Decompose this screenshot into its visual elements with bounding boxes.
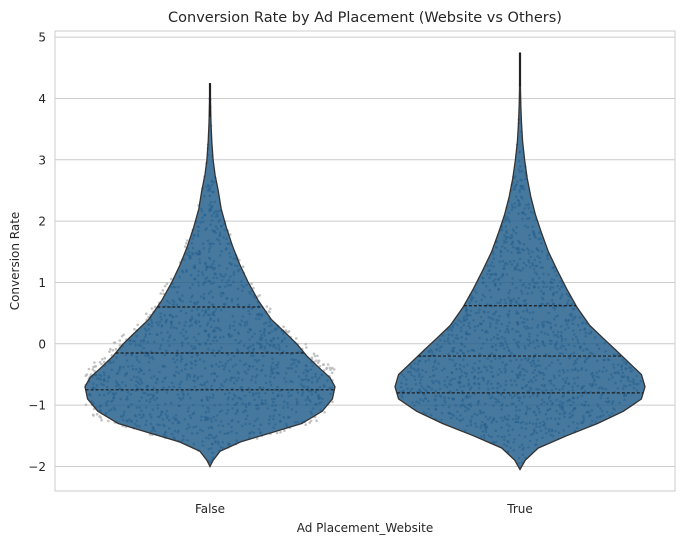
swarm-point — [118, 344, 122, 347]
swarm-point — [325, 367, 328, 371]
swarm-point — [136, 323, 139, 327]
swarm-point — [328, 366, 332, 370]
y-tick-label: 5 — [38, 31, 46, 45]
swarm-point — [323, 410, 326, 414]
swarm-point — [185, 242, 188, 245]
swarm-point — [241, 265, 245, 269]
plot-frame — [54, 30, 676, 492]
swarm-point — [305, 346, 308, 349]
swarm-point — [275, 431, 279, 435]
swarm-point — [108, 350, 111, 354]
y-tick-label: 3 — [38, 153, 46, 167]
swarm-point — [112, 341, 116, 345]
swarm-point — [93, 361, 96, 364]
swarm-point — [269, 307, 272, 311]
y-tick-label: 0 — [38, 337, 46, 351]
swarm-point — [93, 365, 97, 368]
violins — [84, 52, 646, 471]
y-tick-label: 4 — [38, 92, 46, 106]
swarm-point — [163, 284, 167, 288]
swarm-point — [308, 421, 312, 425]
swarm-point — [98, 415, 101, 418]
swarm-point — [120, 335, 124, 338]
swarm-point — [91, 368, 95, 371]
x-tick-label: False — [195, 502, 225, 516]
chart-title: Conversion Rate by Ad Placement (Website… — [168, 10, 562, 26]
swarm-point — [101, 358, 104, 361]
x-axis-title: Ad Placement_Website — [297, 521, 434, 535]
swarm-point — [102, 360, 106, 364]
swarm-point — [103, 356, 107, 360]
swarm-point — [153, 305, 157, 309]
swarm-point — [95, 412, 99, 416]
swarm-point — [100, 362, 103, 366]
swarm-point — [107, 419, 110, 423]
y-tick-label: −2 — [28, 460, 46, 474]
swarm-point — [294, 337, 298, 340]
swarm-point — [332, 368, 336, 371]
swarm-point — [159, 292, 163, 295]
swarm-point — [111, 349, 115, 352]
swarm-point — [316, 354, 319, 358]
y-tick-label: −1 — [28, 399, 46, 413]
swarm-point — [165, 282, 169, 286]
swarm-point — [98, 360, 102, 364]
swarm-point — [330, 371, 334, 375]
swarm-point — [304, 342, 308, 346]
swarm-point — [316, 361, 320, 365]
swarm-point — [283, 429, 286, 433]
swarm-point — [84, 374, 87, 378]
swarm-point — [318, 364, 322, 368]
swarm-point — [93, 369, 96, 373]
swarm-point — [304, 423, 308, 427]
swarm-point — [250, 282, 253, 286]
y-tick-label: 1 — [38, 276, 46, 290]
swarm-point — [145, 312, 148, 316]
swarm-point — [252, 286, 255, 290]
swarm-point — [317, 359, 321, 363]
y-axis-title: Conversion Rate — [8, 212, 22, 311]
swarm-point — [100, 418, 103, 422]
swarm-point — [326, 363, 330, 366]
y-tick-labels: −2 −1 0 1 2 3 4 5 — [28, 31, 46, 474]
swarm-point — [265, 305, 269, 308]
swarm-point — [321, 363, 325, 367]
swarm-point — [84, 403, 88, 407]
violin-body — [84, 83, 336, 468]
swarm-point — [169, 277, 173, 281]
swarm-point — [133, 327, 136, 331]
swarm-point — [114, 348, 118, 351]
swarm-point — [87, 367, 91, 371]
swarm-point — [183, 245, 187, 248]
swarm-point — [161, 289, 165, 292]
swarm-point — [331, 400, 334, 404]
swarm-point — [315, 419, 318, 423]
x-tick-label: True — [506, 502, 533, 516]
swarm-point — [313, 354, 317, 358]
swarm-point — [315, 359, 318, 362]
swarm-point — [258, 294, 262, 297]
swarm-point — [331, 366, 334, 370]
swarm-point — [312, 352, 316, 356]
swarm-point — [186, 239, 189, 242]
swarm-point — [229, 233, 232, 236]
quartile-lines — [85, 305, 644, 394]
swarm-point — [150, 307, 154, 310]
swarm-point — [268, 310, 271, 314]
y-tick-label: 2 — [38, 215, 46, 229]
swarm-point — [287, 330, 291, 333]
swarm-point — [118, 339, 122, 342]
swarm-point — [162, 292, 165, 296]
swarm-point — [282, 325, 285, 329]
x-tick-labels: False True — [195, 502, 533, 516]
swarm-point — [309, 419, 313, 423]
swarm-point — [109, 347, 112, 351]
swarm-point — [91, 413, 95, 417]
swarm-point — [279, 430, 282, 434]
